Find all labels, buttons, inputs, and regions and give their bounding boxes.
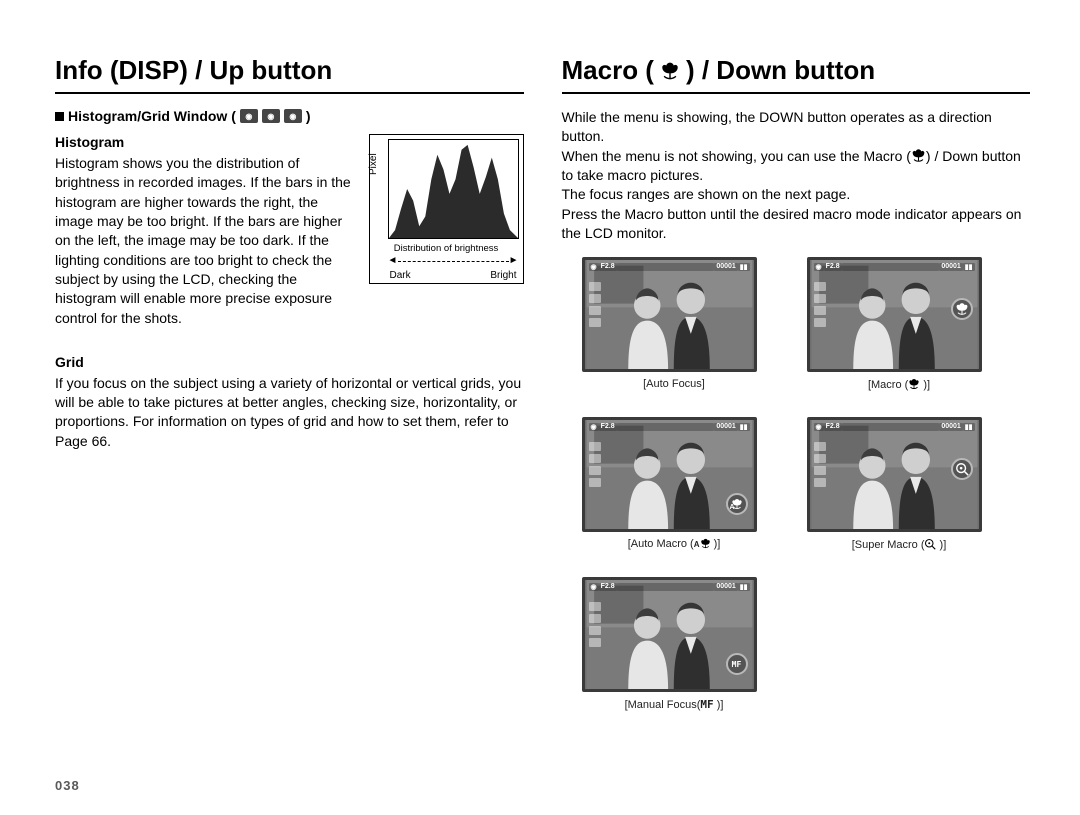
right-p2a: When the menu is not showing, you can us… (562, 148, 911, 164)
lcd-counter: 00001 (714, 423, 737, 431)
lcd-aperture: F2.8 (599, 423, 617, 431)
right-p2: When the menu is not showing, you can us… (562, 147, 1031, 186)
thumbnail-caption: [Auto Focus] (582, 378, 767, 390)
lcd-mode-icon: ◉ (814, 263, 824, 271)
lcd-counter: 00001 (939, 423, 962, 431)
lcd-mode-icon: ◉ (814, 423, 824, 431)
thumbnail-caption: [Super Macro ( )] (807, 538, 992, 551)
lcd-aperture: F2.8 (599, 263, 617, 271)
lcd-battery-icon: ▮▮ (738, 583, 750, 591)
thumbnail: ◉ F2.8 00001 ▮▮ A [Auto Macro (A )] (582, 417, 767, 551)
lcd-preview: ◉ F2.8 00001 ▮▮ (582, 257, 757, 372)
thumbnail-caption: [Macro ( )] (807, 378, 992, 391)
thumbnail: ◉ F2.8 00001 ▮▮ [Super Macro ( )] (807, 417, 992, 551)
lcd-top-bar: ◉ F2.8 00001 ▮▮ (814, 423, 975, 431)
lcd-counter: 00001 (714, 263, 737, 271)
lcd-mode-icon: ◉ (589, 263, 599, 271)
right-p1: While the menu is showing, the DOWN butt… (562, 108, 1031, 147)
histogram-y-axis-label: Pixel (368, 153, 379, 175)
lcd-top-bar: ◉ F2.8 00001 ▮▮ (589, 263, 750, 271)
lcd-preview: ◉ F2.8 00001 ▮▮ MF (582, 577, 757, 692)
right-title-a: Macro ( (562, 55, 654, 86)
lcd-left-icons (589, 442, 601, 487)
macro-mode-badge (951, 458, 973, 480)
left-title: Info (DISP) / Up button (55, 55, 524, 94)
macro-thumbnails: ◉ F2.8 00001 ▮▮ [Auto Focus] ◉ F2.8 0000… (582, 257, 1031, 711)
lcd-preview: ◉ F2.8 00001 ▮▮ (807, 417, 982, 532)
histogram-bright-label: Bright (490, 270, 516, 281)
lcd-top-bar: ◉ F2.8 00001 ▮▮ (589, 583, 750, 591)
lcd-counter: 00001 (714, 583, 737, 591)
mode-icon-p: ◉ (240, 109, 258, 123)
histogram-grid-subheading: Histogram/Grid Window ( ◉ ◉ ◉ ) (55, 108, 524, 124)
page-number: 038 (55, 778, 80, 793)
lcd-battery-icon: ▮▮ (963, 263, 975, 271)
lcd-counter: 00001 (939, 263, 962, 271)
subheading-close: ) (306, 108, 311, 124)
lcd-aperture: F2.8 (824, 423, 842, 431)
grid-heading: Grid (55, 354, 524, 370)
left-column: Info (DISP) / Up button Histogram/Grid W… (55, 55, 524, 711)
macro-mode-badge (951, 298, 973, 320)
thumbnail-caption: [Manual Focus(MF )] (582, 698, 767, 711)
mode-icon-a: ◉ (262, 109, 280, 123)
right-title-b: ) / Down button (686, 55, 875, 86)
macro-mode-badge: A (726, 493, 748, 515)
thumbnail: ◉ F2.8 00001 ▮▮ [Auto Focus] (582, 257, 767, 391)
lcd-left-icons (814, 442, 826, 487)
lcd-battery-icon: ▮▮ (963, 423, 975, 431)
lcd-left-icons (589, 282, 601, 327)
right-p4: Press the Macro button until the desired… (562, 205, 1031, 244)
lcd-battery-icon: ▮▮ (738, 263, 750, 271)
histogram-body: Histogram shows you the distribution of … (55, 154, 355, 328)
macro-mode-badge: MF (726, 653, 748, 675)
lcd-preview: ◉ F2.8 00001 ▮▮ A (582, 417, 757, 532)
thumbnail-caption: [Auto Macro (A )] (582, 538, 767, 550)
histogram-chart (388, 139, 519, 239)
lcd-aperture: F2.8 (599, 583, 617, 591)
lcd-left-icons (589, 602, 601, 647)
grid-body: If you focus on the subject using a vari… (55, 374, 524, 451)
tulip-icon-inline (911, 148, 926, 163)
tulip-icon (660, 61, 680, 81)
subheading-text: Histogram/Grid Window ( (68, 108, 236, 124)
histogram-figure: Pixel Distribution of brightness ◄► Dark… (369, 134, 524, 328)
bullet-square-icon (55, 112, 64, 121)
histogram-range-arrow: ◄► (388, 256, 519, 268)
mode-icon-s: ◉ (284, 109, 302, 123)
right-p3: The focus ranges are shown on the next p… (562, 185, 1031, 204)
thumbnail: ◉ F2.8 00001 ▮▮ MF [Manual Focus(MF )] (582, 577, 767, 711)
lcd-aperture: F2.8 (824, 263, 842, 271)
right-title: Macro ( ) / Down button (562, 55, 1031, 94)
lcd-left-icons (814, 282, 826, 327)
lcd-top-bar: ◉ F2.8 00001 ▮▮ (589, 423, 750, 431)
right-column: Macro ( ) / Down button While the menu i… (562, 55, 1031, 711)
lcd-mode-icon: ◉ (589, 423, 599, 431)
lcd-preview: ◉ F2.8 00001 ▮▮ (807, 257, 982, 372)
histogram-dark-label: Dark (390, 270, 411, 281)
histogram-heading: Histogram (55, 134, 355, 150)
histogram-x-caption: Distribution of brightness (374, 243, 519, 254)
thumbnail: ◉ F2.8 00001 ▮▮ [Macro ( )] (807, 257, 992, 391)
lcd-mode-icon: ◉ (589, 583, 599, 591)
lcd-top-bar: ◉ F2.8 00001 ▮▮ (814, 263, 975, 271)
lcd-battery-icon: ▮▮ (738, 423, 750, 431)
